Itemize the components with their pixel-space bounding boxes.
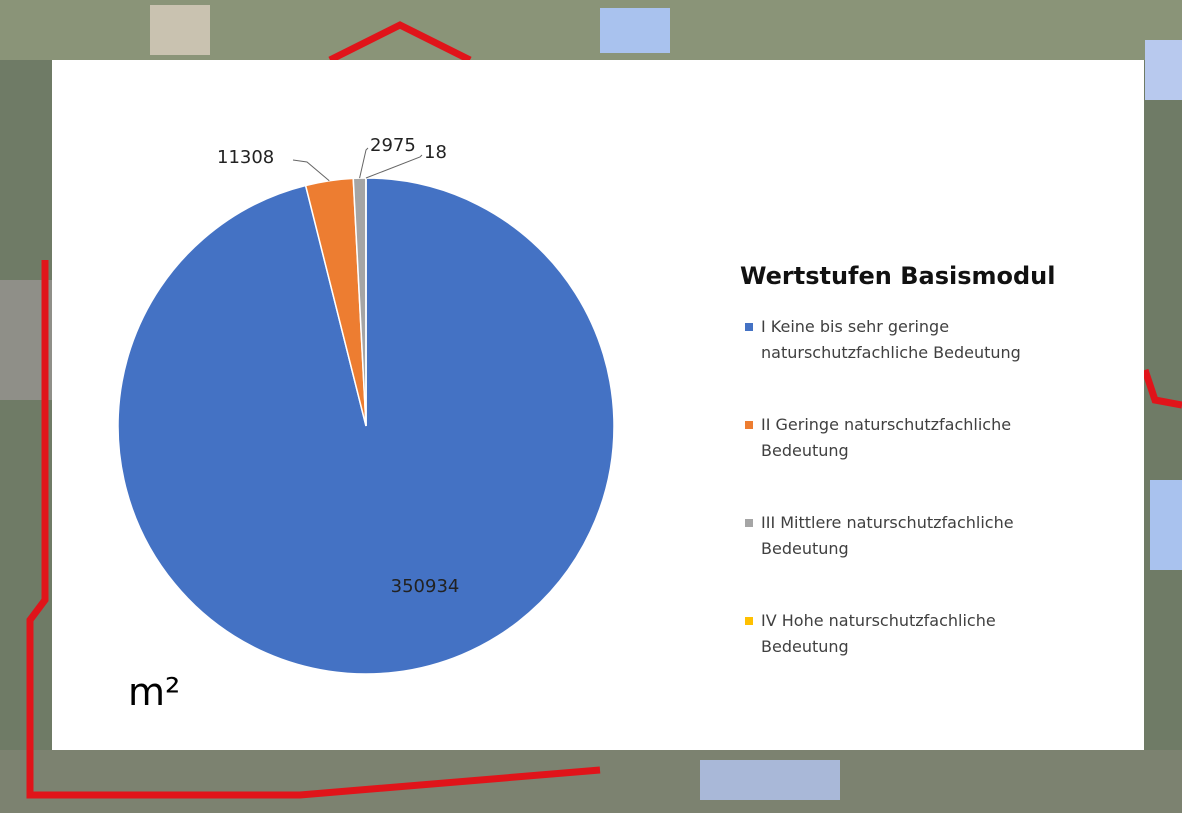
legend-label: II Geringe naturschutzfachliche Bedeutun… bbox=[761, 412, 1075, 464]
data-label: 18 bbox=[424, 142, 447, 163]
unit-label: m² bbox=[128, 670, 180, 714]
legend-title: Wertstufen Basismodul bbox=[740, 262, 1055, 290]
screenshot: 35093411308297518 Wertstufen Basismodul … bbox=[0, 0, 1182, 813]
legend-entry: III Mittlere naturschutzfachliche Bedeut… bbox=[745, 510, 1075, 562]
legend-entry: II Geringe naturschutzfachliche Bedeutun… bbox=[745, 412, 1075, 464]
legend-label: III Mittlere naturschutzfachliche Bedeut… bbox=[761, 510, 1075, 562]
legend-label: IV Hohe naturschutzfachliche Bedeutung bbox=[761, 608, 1075, 660]
legend-marker bbox=[745, 421, 753, 429]
leader-line bbox=[360, 148, 368, 178]
legend-entry: IV Hohe naturschutzfachliche Bedeutung bbox=[745, 608, 1075, 660]
legend-marker bbox=[745, 617, 753, 625]
data-label: 350934 bbox=[391, 576, 460, 597]
leader-line bbox=[366, 155, 422, 178]
leader-line bbox=[293, 160, 329, 181]
data-label: 2975 bbox=[370, 135, 416, 156]
legend-marker bbox=[745, 323, 753, 331]
legend-label: I Keine bis sehr geringe naturschutzfach… bbox=[761, 314, 1075, 366]
data-label: 11308 bbox=[217, 147, 274, 168]
legend-marker bbox=[745, 519, 753, 527]
legend-entry: I Keine bis sehr geringe naturschutzfach… bbox=[745, 314, 1075, 366]
